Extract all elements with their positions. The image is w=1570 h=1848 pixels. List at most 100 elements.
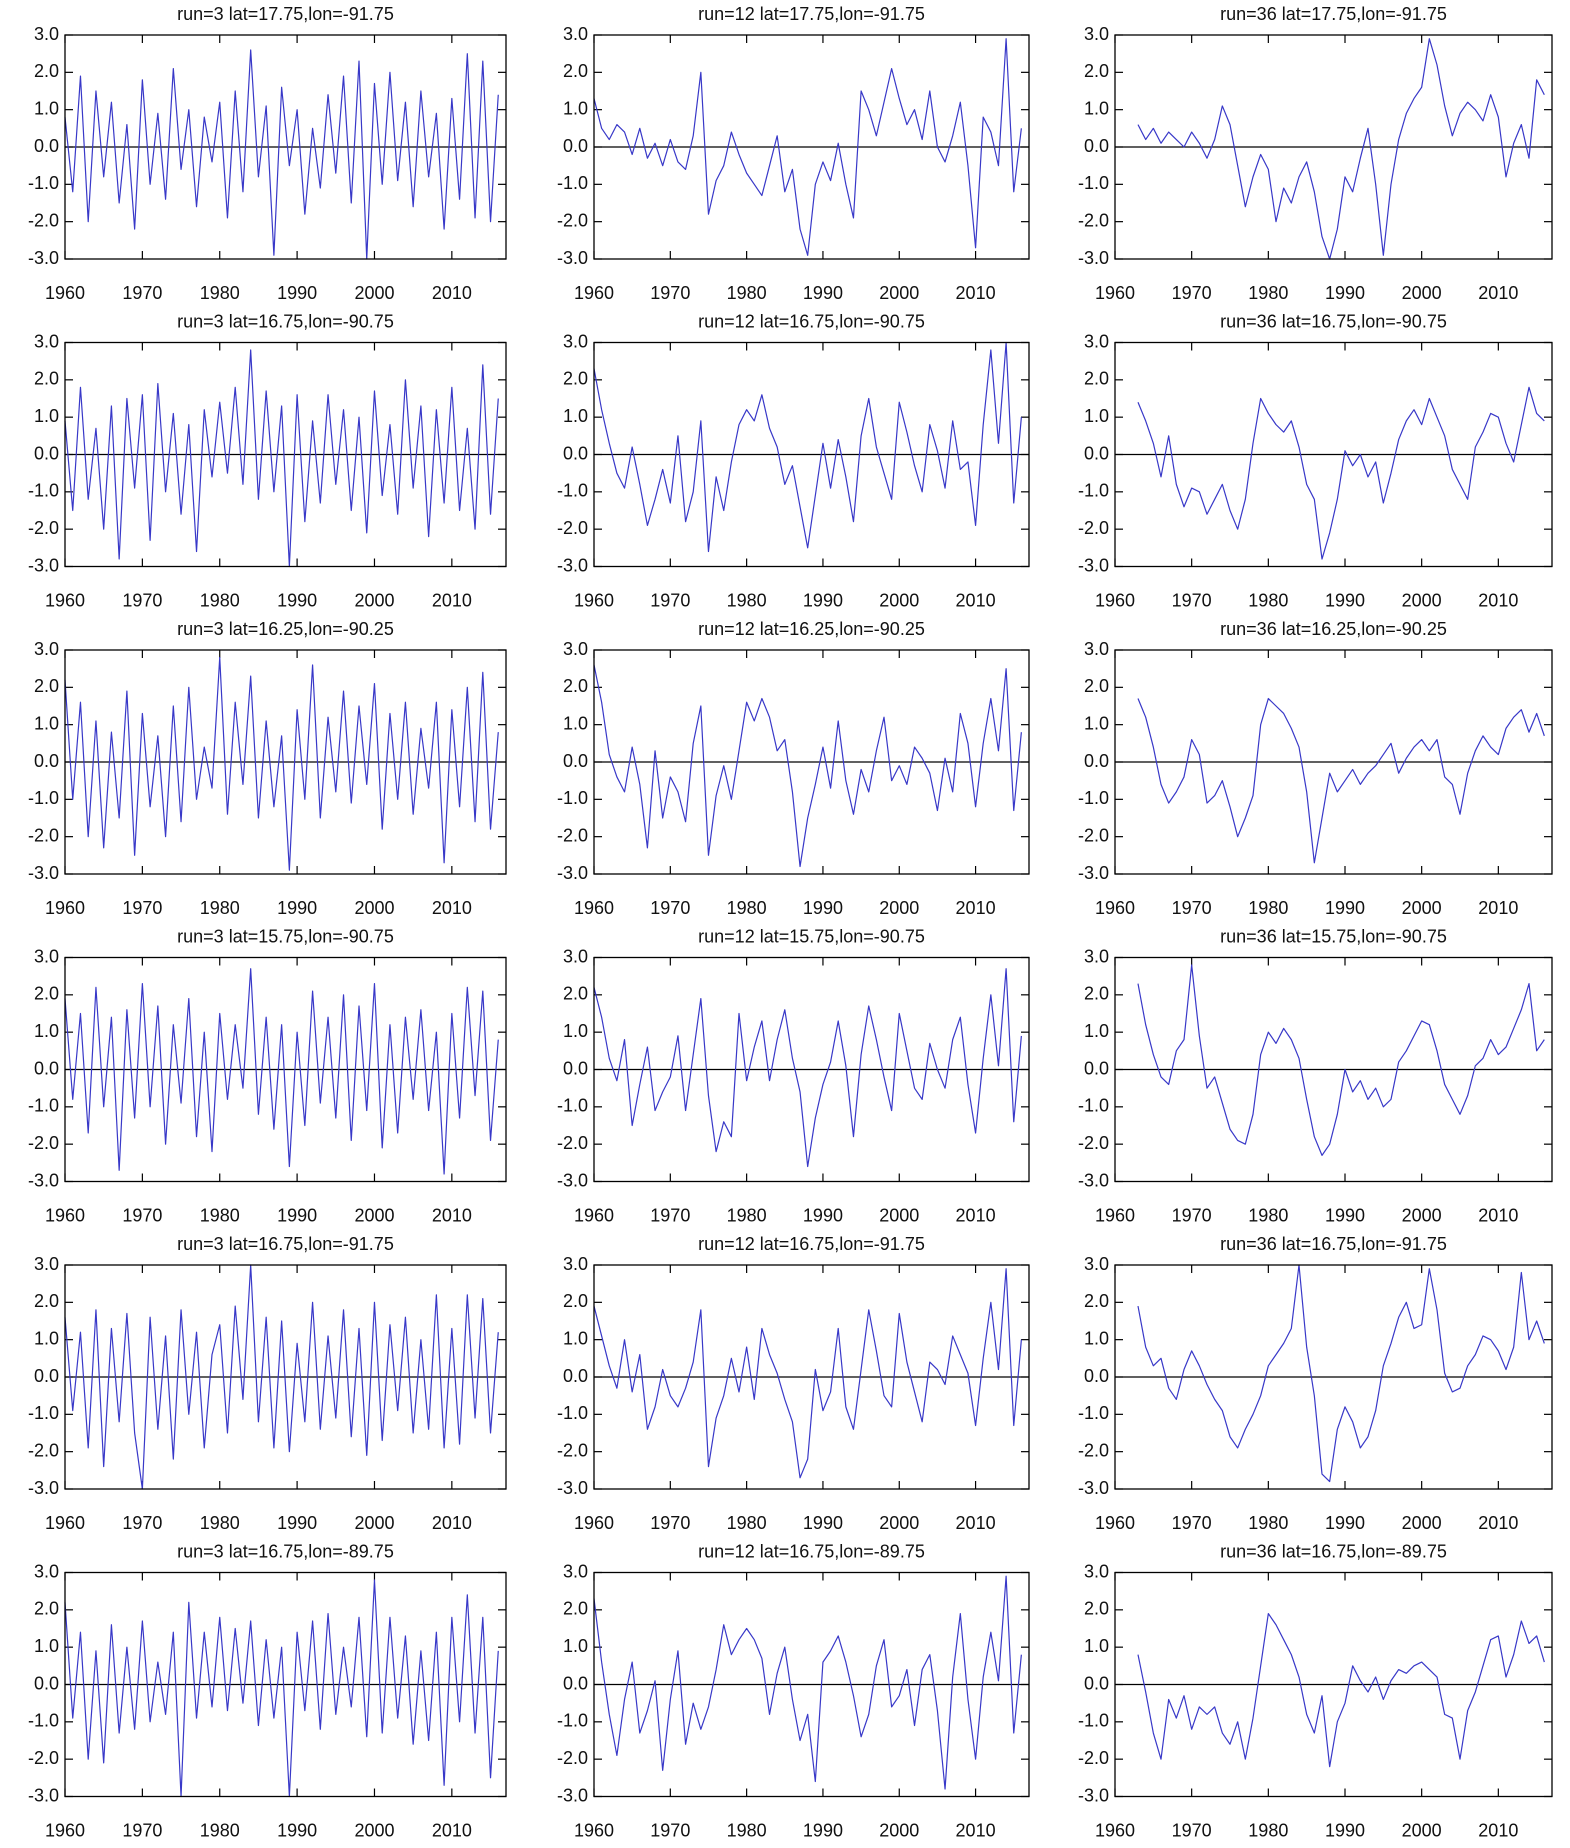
y-tick-label: -3.0 [557, 248, 588, 268]
x-tick-label: 1990 [277, 590, 317, 610]
y-tick-label: 3.0 [1084, 946, 1109, 966]
x-tick-label: 1960 [45, 898, 85, 918]
y-tick-label: 1.0 [1084, 406, 1109, 426]
y-tick-label: 3.0 [34, 24, 59, 44]
x-tick-label: 1990 [1325, 898, 1365, 918]
y-tick-label: -2.0 [28, 825, 59, 845]
x-tick-label: 1970 [650, 1205, 690, 1225]
y-tick-label: 2.0 [563, 1291, 588, 1311]
plot-frame [1114, 649, 1553, 875]
x-tick-label: 1990 [803, 1513, 843, 1533]
y-tick-label: -1.0 [28, 788, 59, 808]
x-tick-label: 2010 [956, 1820, 996, 1840]
x-tick-label: 1960 [45, 1513, 85, 1533]
y-tick-label: 0.0 [34, 1673, 59, 1693]
x-tick-label: 1980 [1248, 590, 1288, 610]
x-tick-label: 2000 [1402, 898, 1442, 918]
y-tick-label: 1.0 [563, 1021, 588, 1041]
x-tick-label: 1980 [1248, 1205, 1288, 1225]
x-tick-label: 2000 [1402, 590, 1442, 610]
x-tick-label: 2000 [354, 1820, 394, 1840]
y-tick-label: -1.0 [1078, 173, 1109, 193]
y-tick-label: 1.0 [563, 713, 588, 733]
x-tick-label: 2000 [879, 590, 919, 610]
panel: run=36 lat=16.25,lon=-90.25 3.0 2.0 1.0 0.0 -… [1078, 619, 1553, 918]
y-tick-label: 3.0 [563, 946, 588, 966]
plot-frame [593, 649, 1030, 875]
x-tick-label: 2010 [956, 590, 996, 610]
panel-title: run=36 lat=16.75,lon=-91.75 [1220, 1234, 1447, 1254]
y-tick-label: 2.0 [34, 369, 59, 389]
data-line [593, 1575, 1022, 1790]
y-tick-label: -1.0 [28, 1711, 59, 1731]
y-tick-label: 2.0 [563, 984, 588, 1004]
x-tick-label: 2010 [432, 898, 472, 918]
plot-frame [1114, 341, 1553, 568]
panel: run=3 lat=16.25,lon=-90.25 3.0 2.0 1.0 0.0 -1… [28, 619, 507, 918]
y-tick-label: -2.0 [28, 518, 59, 538]
y-tick-label: 0.0 [1084, 1673, 1109, 1693]
data-line [1137, 964, 1545, 1156]
x-tick-label: 1960 [1095, 1820, 1135, 1840]
y-tick-label: 0.0 [34, 751, 59, 771]
x-tick-label: 1980 [200, 1513, 240, 1533]
y-tick-label: 3.0 [1084, 1254, 1109, 1274]
x-tick-label: 1990 [803, 1820, 843, 1840]
y-tick-label: -2.0 [1078, 1440, 1109, 1460]
y-tick-label: -2.0 [557, 825, 588, 845]
x-tick-label: 1980 [727, 1205, 767, 1225]
y-tick-label: -3.0 [557, 1170, 588, 1190]
data-line [64, 968, 499, 1175]
data-line [593, 968, 1022, 1168]
x-tick-label: 1990 [277, 1205, 317, 1225]
x-tick-label: 2000 [879, 898, 919, 918]
x-tick-label: 2000 [354, 898, 394, 918]
plot-frame [64, 34, 507, 260]
y-tick-label: 3.0 [563, 639, 588, 659]
y-tick-label: -3.0 [1078, 1785, 1109, 1805]
y-tick-label: 0.0 [563, 1366, 588, 1386]
y-tick-label: 3.0 [1084, 1561, 1109, 1581]
x-tick-label: 1970 [122, 590, 162, 610]
y-tick-label: 1.0 [34, 713, 59, 733]
x-tick-label: 1980 [200, 1205, 240, 1225]
y-tick-label: 0.0 [34, 1058, 59, 1078]
y-tick-label: -3.0 [28, 248, 59, 268]
x-tick-label: 1990 [277, 1513, 317, 1533]
panel: run=12 lat=16.75,lon=-90.75 3.0 2.0 1.0 0.0 -… [557, 311, 1030, 610]
panel: run=12 lat=17.75,lon=-91.75 3.0 2.0 1.0 0.0 -… [557, 4, 1030, 303]
data-line [593, 664, 1022, 868]
x-tick-label: 1980 [200, 590, 240, 610]
x-tick-label: 1970 [650, 590, 690, 610]
y-tick-label: 2.0 [34, 984, 59, 1004]
y-tick-label: 1.0 [1084, 98, 1109, 118]
y-tick-label: -2.0 [1078, 1748, 1109, 1768]
plot-frame [593, 956, 1030, 1183]
y-tick-label: 3.0 [34, 1254, 59, 1274]
x-tick-label: 1980 [1248, 1513, 1288, 1533]
x-tick-label: 1980 [200, 1820, 240, 1840]
y-tick-label: 0.0 [563, 751, 588, 771]
x-tick-label: 1990 [277, 1820, 317, 1840]
y-tick-label: 2.0 [563, 676, 588, 696]
x-tick-label: 2000 [1402, 1205, 1442, 1225]
y-tick-label: 2.0 [34, 1599, 59, 1619]
y-tick-label: -1.0 [557, 788, 588, 808]
x-tick-label: 1960 [574, 1205, 614, 1225]
plot-frame [64, 956, 507, 1183]
x-tick-label: 2010 [1478, 1820, 1518, 1840]
plot-frame [593, 1264, 1030, 1490]
plot-frame [1114, 1571, 1553, 1798]
y-tick-label: -3.0 [557, 555, 588, 575]
x-tick-label: 1960 [1095, 1205, 1135, 1225]
panel-title: run=12 lat=16.25,lon=-90.25 [698, 619, 925, 639]
y-tick-label: 0.0 [1084, 1058, 1109, 1078]
y-tick-label: 3.0 [563, 331, 588, 351]
y-tick-label: -2.0 [1078, 518, 1109, 538]
panel-title: run=36 lat=15.75,lon=-90.75 [1220, 926, 1447, 946]
panel-title: run=36 lat=16.75,lon=-89.75 [1220, 1541, 1447, 1561]
x-tick-label: 1990 [1325, 283, 1365, 303]
y-tick-label: -1.0 [28, 1096, 59, 1116]
